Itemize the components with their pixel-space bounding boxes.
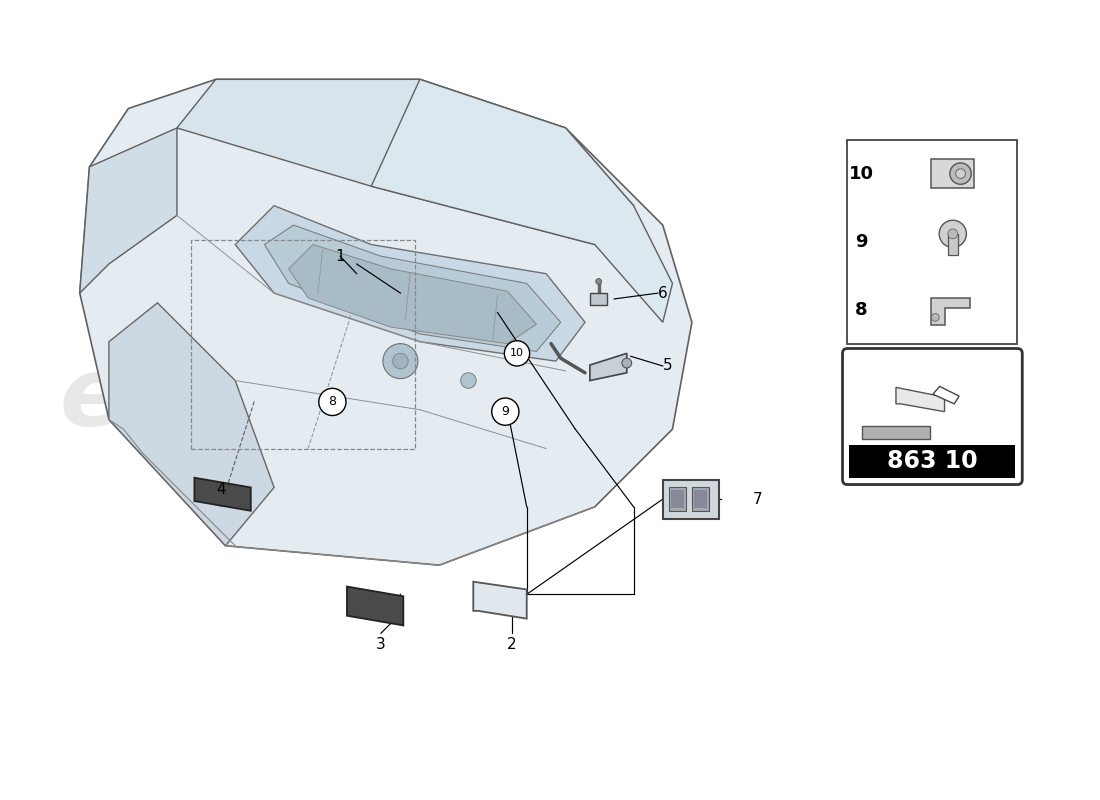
Polygon shape xyxy=(346,586,404,626)
FancyBboxPatch shape xyxy=(663,480,719,518)
Polygon shape xyxy=(932,298,970,325)
Circle shape xyxy=(319,388,346,415)
Polygon shape xyxy=(235,206,585,361)
Text: a passion for parts since 1985: a passion for parts since 1985 xyxy=(229,396,552,530)
Polygon shape xyxy=(896,387,945,412)
Text: 9: 9 xyxy=(855,233,867,250)
Bar xyxy=(669,487,686,510)
Polygon shape xyxy=(177,79,634,245)
Polygon shape xyxy=(80,79,692,565)
Circle shape xyxy=(950,163,971,184)
Bar xyxy=(948,234,958,255)
Bar xyxy=(694,490,707,508)
Bar xyxy=(849,445,1015,478)
Circle shape xyxy=(948,229,958,238)
FancyBboxPatch shape xyxy=(843,349,1022,485)
Text: 8: 8 xyxy=(329,395,337,409)
Circle shape xyxy=(621,358,631,368)
FancyBboxPatch shape xyxy=(932,159,975,188)
Polygon shape xyxy=(195,478,251,510)
Text: 9: 9 xyxy=(502,405,509,418)
Bar xyxy=(671,490,684,508)
Text: 10: 10 xyxy=(510,348,524,358)
Circle shape xyxy=(939,220,967,247)
Bar xyxy=(847,139,1018,344)
Polygon shape xyxy=(109,303,274,546)
Text: 863 10: 863 10 xyxy=(887,450,978,474)
Circle shape xyxy=(461,373,476,388)
Polygon shape xyxy=(372,79,672,322)
Text: 2: 2 xyxy=(507,638,517,652)
Circle shape xyxy=(596,278,602,284)
Polygon shape xyxy=(473,582,527,618)
Text: 4: 4 xyxy=(216,482,225,497)
Polygon shape xyxy=(288,245,537,344)
Text: 3: 3 xyxy=(376,638,386,652)
Polygon shape xyxy=(590,354,627,381)
FancyBboxPatch shape xyxy=(590,293,607,305)
Circle shape xyxy=(505,341,529,366)
Text: 10: 10 xyxy=(848,165,873,182)
Circle shape xyxy=(956,169,966,178)
Bar xyxy=(191,240,415,449)
Polygon shape xyxy=(80,128,177,293)
Text: 6: 6 xyxy=(658,286,668,301)
Circle shape xyxy=(492,398,519,426)
Text: eurocares: eurocares xyxy=(59,354,605,446)
Polygon shape xyxy=(264,225,561,351)
Circle shape xyxy=(383,344,418,378)
Bar xyxy=(692,487,710,510)
Circle shape xyxy=(393,354,408,369)
Polygon shape xyxy=(862,426,929,439)
Text: 5: 5 xyxy=(663,358,672,374)
Text: 1: 1 xyxy=(336,249,345,264)
Text: 7: 7 xyxy=(754,492,762,506)
Circle shape xyxy=(932,314,939,322)
Polygon shape xyxy=(933,386,959,404)
Text: 8: 8 xyxy=(855,301,867,318)
